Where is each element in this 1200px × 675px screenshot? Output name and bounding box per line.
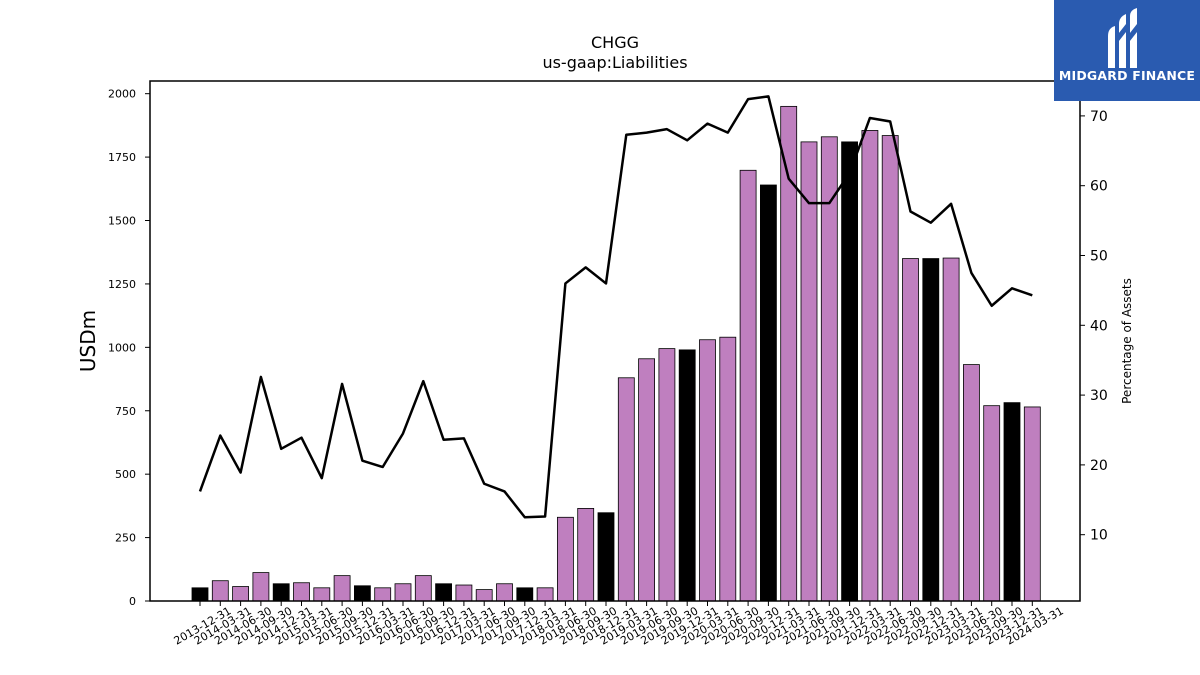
bar bbox=[760, 184, 777, 602]
bar bbox=[313, 587, 331, 602]
bar bbox=[496, 583, 513, 602]
bar bbox=[414, 575, 432, 602]
bar bbox=[1023, 406, 1041, 602]
chart-subtitle: us-gaap:Liabilities bbox=[542, 53, 687, 72]
bar bbox=[861, 130, 879, 602]
bar bbox=[455, 584, 473, 602]
bar bbox=[678, 349, 696, 602]
y-tick-label: 1500 bbox=[108, 215, 136, 228]
bar bbox=[1003, 402, 1021, 602]
bar bbox=[942, 257, 960, 602]
y2-tick-label: 40 bbox=[1090, 318, 1108, 334]
bar bbox=[983, 405, 1001, 602]
y-tick-label: 0 bbox=[129, 595, 136, 608]
bar bbox=[374, 587, 392, 602]
bar bbox=[577, 508, 595, 602]
bar bbox=[597, 512, 615, 602]
y-tick-label: 2000 bbox=[108, 88, 136, 101]
y2-tick-label: 30 bbox=[1090, 388, 1108, 404]
bar bbox=[293, 582, 310, 602]
y2-axis-label: Percentage of Assets bbox=[1120, 278, 1134, 404]
y2-tick-label: 60 bbox=[1090, 179, 1108, 195]
bar bbox=[475, 589, 493, 602]
bar bbox=[232, 586, 250, 602]
bar bbox=[739, 169, 757, 602]
midgard-logo-icon bbox=[1108, 8, 1137, 68]
chart-title: CHGG bbox=[591, 33, 639, 52]
logo-text: MIDGARD FINANCE bbox=[1058, 68, 1196, 83]
bar bbox=[333, 575, 351, 602]
y2-tick-label: 10 bbox=[1090, 528, 1108, 544]
bar bbox=[191, 587, 209, 602]
bar bbox=[211, 580, 229, 602]
bar bbox=[881, 135, 899, 602]
brand-logo: MIDGARD FINANCE bbox=[1054, 0, 1200, 101]
y-tick-label: 500 bbox=[115, 468, 136, 481]
bar bbox=[252, 572, 270, 602]
bar bbox=[841, 141, 858, 602]
y2-tick-label: 50 bbox=[1090, 248, 1108, 264]
y-tick-label: 750 bbox=[115, 405, 136, 418]
bar bbox=[394, 583, 412, 602]
y-tick-label: 1000 bbox=[108, 341, 136, 354]
y2-tick-label: 70 bbox=[1090, 109, 1108, 125]
bar bbox=[820, 136, 838, 602]
bar bbox=[272, 583, 290, 602]
bar bbox=[658, 348, 676, 602]
bars-layer bbox=[191, 105, 1041, 602]
series-line bbox=[198, 95, 1033, 519]
bar bbox=[536, 587, 554, 602]
bar bbox=[516, 587, 534, 602]
bar bbox=[353, 585, 371, 602]
bar bbox=[699, 339, 716, 602]
axes-layer: 0 250 500 750 1000 1250 1500 1750 2000 10 20 30 40 50… bbox=[108, 80, 1108, 648]
y-tick-label: 1750 bbox=[108, 151, 136, 164]
y-axis-label: USDm bbox=[76, 310, 100, 372]
y2-tick-label: 20 bbox=[1090, 458, 1108, 474]
bar bbox=[557, 516, 574, 602]
y-tick-label: 1250 bbox=[108, 278, 136, 291]
bar bbox=[963, 364, 980, 602]
bar bbox=[902, 258, 919, 602]
bar bbox=[719, 336, 737, 602]
bar bbox=[617, 377, 635, 602]
bar bbox=[435, 583, 453, 602]
bar bbox=[922, 258, 940, 602]
y-tick-label: 250 bbox=[115, 532, 136, 545]
bar bbox=[638, 358, 655, 602]
plot-frame bbox=[149, 80, 1081, 602]
bar bbox=[800, 141, 818, 602]
line-layer bbox=[198, 95, 1033, 519]
